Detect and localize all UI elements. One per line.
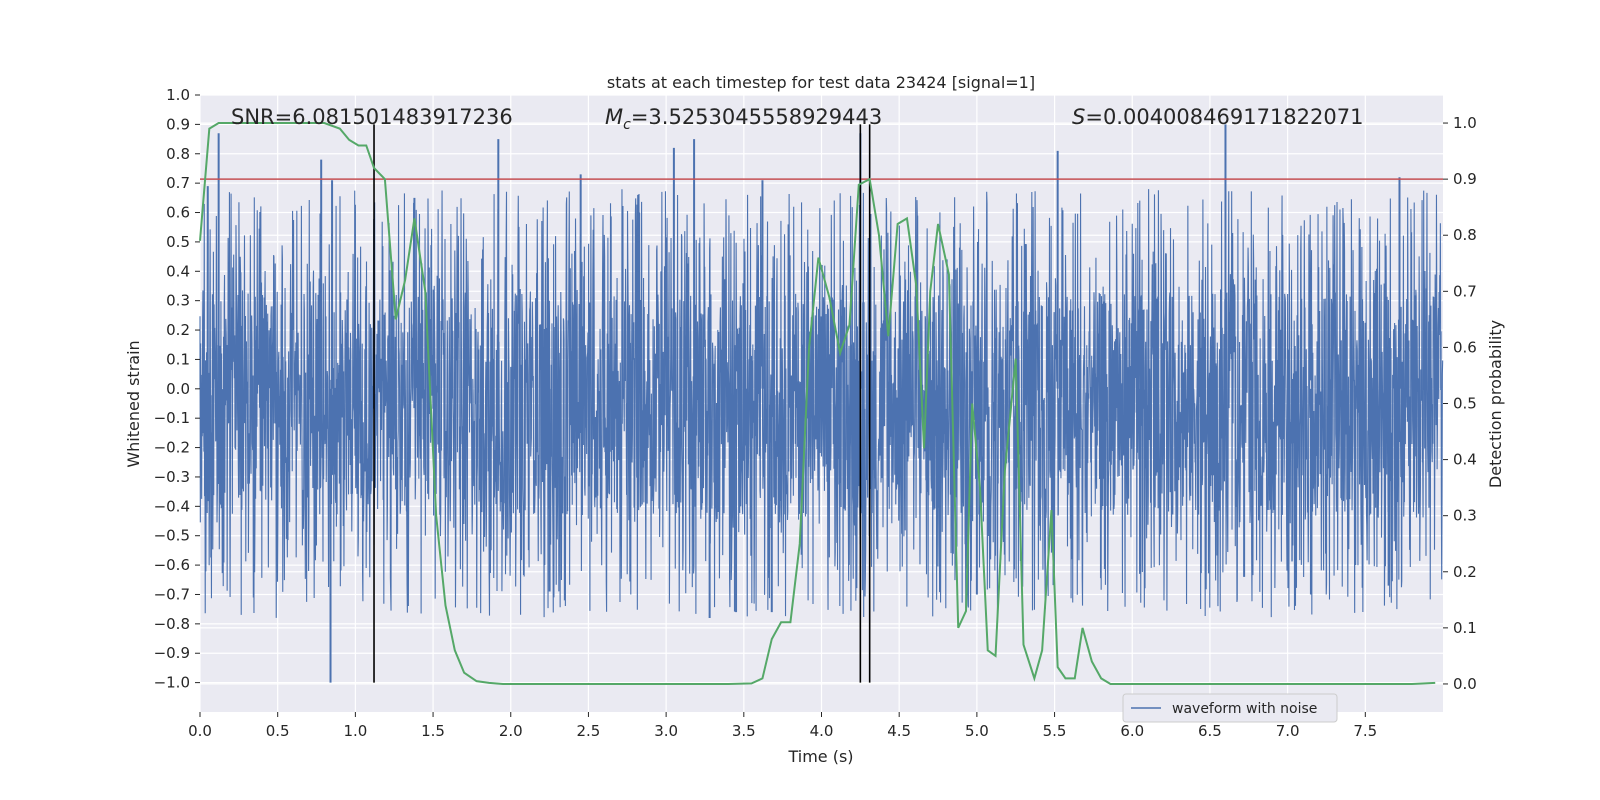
x-tick-label: 1.5 (421, 722, 445, 740)
mc-value: =3.5253045558929443 (631, 105, 882, 129)
y-right-tick-label: 0.0 (1453, 675, 1477, 693)
y-left-tick-label: 0.6 (166, 204, 190, 222)
x-tick-label: 3.0 (654, 722, 678, 740)
y-right-tick-labels: 1.0 0.9 0.8 0.7 0.6 0.5 0.4 0.3 0.2 0.1 0.0 (1443, 114, 1477, 693)
x-tick-label: 7.0 (1276, 722, 1300, 740)
y-left-tick-label: −0.9 (154, 644, 190, 662)
y-left-tick-label: 0.8 (166, 145, 190, 163)
y-left-tick-label: 0.0 (166, 380, 190, 398)
y-left-tick-labels: 1.0 0.9 0.8 0.7 0.6 0.5 0.4 0.3 0.2 0.1 0.0 −0.1 −0.… (154, 86, 200, 692)
vertical-markers (373, 124, 871, 683)
y-left-tick-label: −0.6 (154, 556, 190, 574)
y-left-tick-label: 0.2 (166, 321, 190, 339)
y-left-tick-label: −0.2 (154, 439, 190, 457)
s-value: =0.004008469171822071 (1085, 105, 1363, 129)
y-left-tick-label: −1.0 (154, 674, 190, 692)
x-tick-label: 3.5 (732, 722, 756, 740)
x-axis-label: Time (s) (787, 747, 853, 766)
y-left-tick-label: −0.7 (154, 585, 190, 603)
legend-label-waveform: waveform with noise (1172, 701, 1317, 717)
y-left-tick-label: 0.1 (166, 350, 190, 368)
y-left-tick-label: −0.5 (154, 527, 190, 545)
mc-subscript: c (623, 117, 631, 133)
noise-trace (199, 189, 1444, 618)
x-tick-label: 2.0 (499, 722, 523, 740)
y-right-tick-label: 0.7 (1453, 282, 1477, 300)
x-tick-label: 2.5 (577, 722, 601, 740)
y-right-tick-label: 0.4 (1453, 451, 1477, 469)
y-right-tick-label: 0.5 (1453, 395, 1477, 413)
series-waveform-with-noise (199, 124, 1444, 683)
y-left-tick-label: 0.9 (166, 115, 190, 133)
y-right-tick-label: 0.1 (1453, 619, 1477, 637)
y-left-tick-label: −0.3 (154, 468, 190, 486)
y-left-tick-label: 0.4 (166, 262, 190, 280)
y-right-tick-label: 0.6 (1453, 338, 1477, 356)
y-right-tick-label: 1.0 (1453, 114, 1477, 132)
x-tick-label: 0.0 (188, 722, 212, 740)
x-tick-label: 7.5 (1353, 722, 1377, 740)
y-right-axis-label: Detection probability (1486, 320, 1505, 488)
chirp-mass-annotation: Mc=3.5253045558929443 (605, 105, 882, 133)
y-right-tick-label: 0.2 (1453, 563, 1477, 581)
s-annotation: S=0.004008469171822071 (1072, 105, 1363, 129)
x-tick-label: 6.5 (1198, 722, 1222, 740)
y-left-tick-label: 1.0 (166, 86, 190, 104)
y-left-tick-label: −0.8 (154, 615, 190, 633)
y-left-tick-label: −0.1 (154, 409, 190, 427)
x-tick-label: 4.0 (810, 722, 834, 740)
x-tick-labels: 0.0 0.5 1.0 1.5 2.0 2.5 3.0 3.5 4.0 4.5 5.0 5.5 6.0 6… (188, 712, 1377, 740)
s-symbol: S (1072, 105, 1085, 129)
x-tick-label: 4.5 (887, 722, 911, 740)
chart-title: stats at each timestep for test data 234… (607, 73, 1035, 92)
y-right-tick-label: 0.3 (1453, 507, 1477, 525)
legend: waveform with noise (1122, 693, 1338, 723)
y-right-tick-label: 0.9 (1453, 170, 1477, 188)
y-left-tick-label: 0.7 (166, 174, 190, 192)
series-detection-probability (199, 122, 1436, 685)
y-left-tick-label: 0.3 (166, 292, 190, 310)
y-left-tick-label: −0.4 (154, 497, 190, 515)
x-tick-label: 6.0 (1120, 722, 1144, 740)
snr-annotation: SNR=6.081501483917236 (231, 105, 513, 129)
legend-box (1122, 693, 1338, 723)
x-tick-label: 0.5 (266, 722, 290, 740)
y-left-tick-label: 0.5 (166, 233, 190, 251)
x-tick-label: 5.5 (1043, 722, 1067, 740)
mc-symbol: M (605, 105, 623, 129)
y-left-axis-label: Whitened strain (124, 340, 143, 467)
y-right-tick-label: 0.8 (1453, 226, 1477, 244)
x-tick-label: 1.0 (343, 722, 367, 740)
x-tick-label: 5.0 (965, 722, 989, 740)
